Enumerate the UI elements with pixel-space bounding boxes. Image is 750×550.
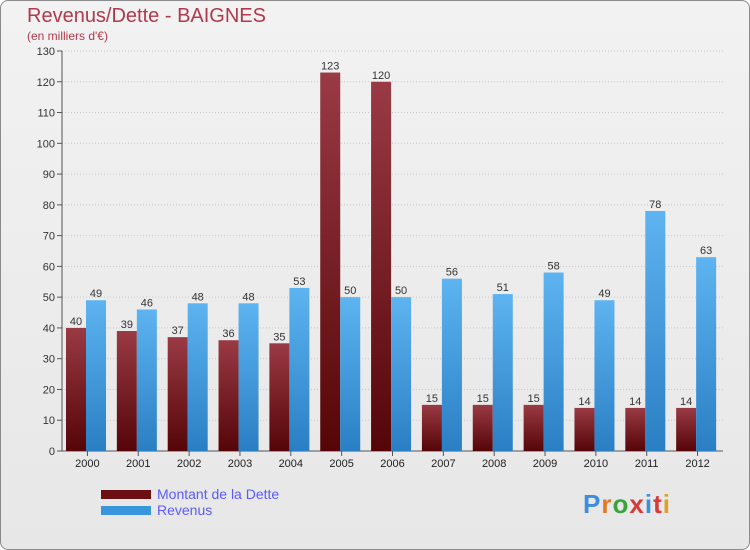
x-tick-label: 2001	[126, 458, 150, 470]
logo-letter: i	[644, 489, 654, 519]
x-tick-label: 2007	[431, 458, 455, 470]
x-tick-label: 2009	[533, 458, 557, 470]
bar-revenue	[136, 309, 157, 451]
data-label-revenue: 50	[395, 285, 407, 297]
bar-debt	[676, 407, 697, 451]
bar-revenue	[86, 300, 106, 451]
logo-letter: r	[601, 489, 613, 519]
logo-letter: P	[583, 489, 602, 519]
x-tick-label: 2006	[380, 458, 404, 470]
data-label-revenue: 49	[598, 288, 610, 300]
data-label-debt: 123	[321, 61, 339, 73]
bar-debt	[421, 404, 442, 451]
bar-debt	[167, 337, 188, 451]
bar-debt	[625, 407, 646, 451]
y-tick-label: 120	[37, 77, 55, 89]
bar-revenue	[238, 303, 259, 451]
proxiti-logo[interactable]: Proxiti	[583, 489, 671, 520]
x-tick-label: 2000	[75, 458, 99, 470]
legend-swatch-revenue	[101, 506, 151, 515]
bar-debt	[472, 404, 493, 451]
x-tick-label: 2005	[329, 458, 353, 470]
x-tick-label: 2008	[482, 458, 506, 470]
bar-debt	[218, 340, 239, 451]
y-tick-label: 130	[37, 46, 55, 58]
data-label-debt: 120	[372, 70, 390, 82]
logo-letter: o	[612, 489, 630, 519]
legend-label-revenue: Revenus	[157, 502, 213, 518]
data-label-revenue: 46	[141, 297, 153, 309]
data-label-revenue: 51	[497, 282, 509, 294]
logo-letter: x	[629, 489, 645, 519]
y-tick-label: 70	[43, 231, 55, 243]
data-label-debt: 15	[477, 393, 489, 405]
data-label-debt: 15	[527, 393, 539, 405]
bar-debt	[269, 343, 290, 451]
bar-revenue	[594, 300, 615, 451]
bar-debt	[371, 81, 392, 452]
label-layer: 0 10 20 30 40 50 60 70 80 90 100 110 120 130 2000 40 49 2…	[37, 46, 713, 470]
bar-debt	[116, 331, 137, 451]
x-tick-label: 2011	[635, 458, 659, 470]
data-label-debt: 40	[70, 316, 82, 328]
bar-revenue	[340, 297, 361, 451]
x-tick-label: 2010	[584, 458, 608, 470]
legend-label-debt: Montant de la Dette	[157, 486, 280, 502]
bar-debt	[523, 404, 544, 451]
data-label-debt: 14	[680, 396, 692, 408]
bar-revenue	[289, 287, 310, 451]
data-label-revenue: 48	[192, 291, 204, 303]
x-tick-label: 2004	[279, 458, 303, 470]
bar-revenue	[543, 272, 564, 451]
legend-swatch-debt	[101, 490, 151, 499]
data-label-revenue: 58	[547, 261, 559, 273]
data-label-revenue: 63	[700, 245, 712, 257]
chart-subtitle: (en milliers d'€)	[27, 29, 108, 43]
x-tick-label: 2012	[685, 458, 709, 470]
data-label-debt: 39	[121, 319, 133, 331]
y-tick-label: 50	[43, 292, 55, 304]
data-label-debt: 14	[629, 396, 641, 408]
y-tick-label: 0	[49, 446, 55, 458]
y-tick-label: 40	[43, 323, 55, 335]
y-tick-label: 100	[37, 138, 55, 150]
y-tick-label: 10	[43, 415, 55, 427]
data-label-revenue: 56	[446, 267, 458, 279]
bar-debt	[574, 407, 595, 451]
bar-revenue	[645, 211, 666, 451]
bar-revenue	[187, 303, 208, 451]
bar-revenue	[492, 294, 513, 451]
bar-revenue	[391, 297, 412, 451]
data-label-revenue: 53	[293, 276, 305, 288]
data-label-revenue: 49	[90, 288, 102, 300]
bar-revenue	[696, 257, 717, 451]
data-label-revenue: 48	[242, 291, 254, 303]
y-tick-label: 60	[43, 261, 55, 273]
data-label-debt: 15	[426, 393, 438, 405]
y-tick-label: 20	[43, 384, 55, 396]
data-label-debt: 14	[578, 396, 590, 408]
chart-title: Revenus/Dette - BAIGNES	[27, 5, 266, 27]
data-label-debt: 37	[172, 325, 184, 337]
data-label-revenue: 50	[344, 285, 356, 297]
x-tick-label: 2002	[177, 458, 201, 470]
data-label-debt: 35	[273, 331, 285, 343]
bar-debt	[66, 327, 86, 451]
y-tick-label: 80	[43, 200, 55, 212]
data-label-debt: 36	[222, 328, 234, 340]
y-tick-label: 110	[37, 108, 55, 120]
y-tick-label: 90	[43, 169, 55, 181]
logo-letter: t	[653, 489, 663, 519]
data-label-revenue: 78	[649, 199, 661, 211]
bar-revenue	[441, 278, 462, 451]
x-tick-label: 2003	[228, 458, 252, 470]
bar-layer	[66, 72, 717, 452]
bar-debt	[320, 72, 341, 452]
y-tick-label: 30	[43, 354, 55, 366]
logo-letter: i	[662, 489, 671, 519]
